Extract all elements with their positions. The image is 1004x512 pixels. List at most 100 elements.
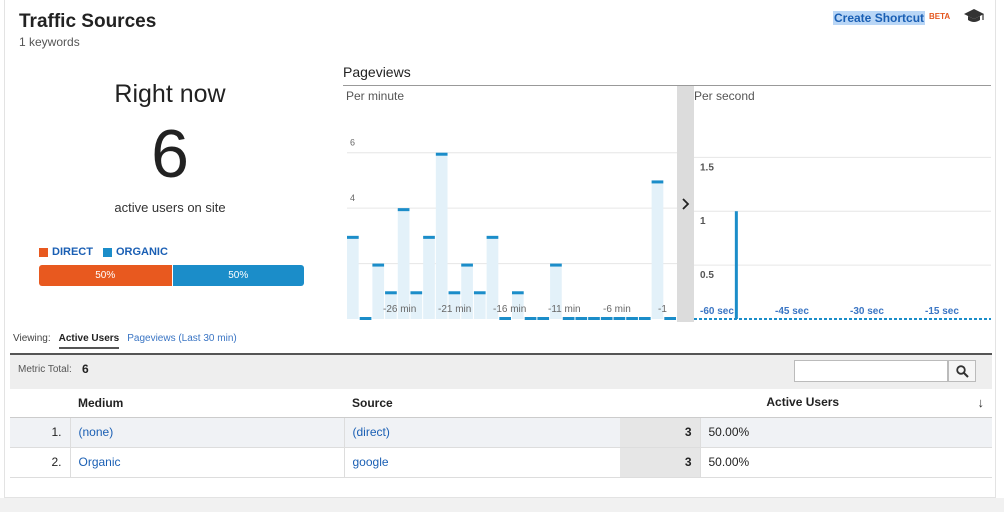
header-active-users-label: Active Users — [766, 395, 840, 410]
per-minute-bar — [486, 235, 499, 319]
per-minute-x-tick: -11 min — [548, 304, 581, 315]
row-source-link[interactable]: google — [344, 447, 620, 478]
pageviews-chart-svg: 246-26 min-21 min-16 min-11 min-6 min-10… — [343, 85, 991, 322]
legend-organic: ORGANIC — [102, 246, 168, 258]
split-segment: 50% — [171, 265, 304, 286]
graduation-cap-icon[interactable] — [963, 8, 985, 24]
table-row: 2. Organic google 3 50.00% — [10, 447, 992, 478]
row-source-link[interactable]: (direct) — [344, 417, 620, 448]
row-active-users: 3 — [620, 447, 701, 478]
legend-label-direct: DIRECT — [52, 246, 93, 258]
chart-divider — [677, 86, 694, 322]
pageviews-charts: 246-26 min-21 min-16 min-11 min-6 min-10… — [343, 85, 991, 322]
header-source[interactable]: Source — [344, 389, 620, 418]
per-second-y-tick: 0.5 — [700, 270, 714, 281]
per-minute-x-tick: -6 min — [603, 304, 631, 315]
per-minute-x-tick: -21 min — [438, 304, 471, 315]
active-users-label: active users on site — [114, 200, 226, 215]
per-second-x-tick: -30 sec — [850, 306, 884, 317]
row-medium-link[interactable]: Organic — [70, 447, 345, 478]
per-minute-zero-mark — [499, 317, 511, 320]
per-minute-bar-cap — [410, 291, 423, 295]
per-minute-bar-cap — [385, 291, 397, 295]
per-minute-bar — [423, 235, 435, 319]
per-minute-bar-cap — [473, 291, 486, 295]
per-minute-label: Per minute — [346, 89, 405, 103]
search-button[interactable] — [948, 360, 976, 382]
per-minute-bar — [397, 208, 410, 319]
per-minute-bar-cap — [512, 291, 524, 295]
per-minute-bar — [410, 291, 423, 319]
per-second-label: Per second — [694, 89, 755, 103]
per-minute-bar-cap — [397, 208, 410, 212]
per-minute-x-tick: -1 — [658, 304, 667, 315]
split-segment: 50% — [39, 265, 172, 286]
traffic-legend: DIRECT ORGANIC — [39, 246, 168, 258]
report-panel: Traffic Sources 1 keywords Create Shortc… — [4, 0, 996, 498]
per-second-x-tick: -15 sec — [925, 306, 959, 317]
row-active-users: 3 — [620, 417, 701, 448]
per-second-bar — [734, 211, 738, 319]
per-minute-zero-mark — [626, 317, 638, 320]
create-shortcut-link[interactable]: Create Shortcut — [833, 11, 926, 25]
row-index: 1. — [10, 417, 71, 448]
per-minute-bar — [435, 152, 448, 319]
per-minute-zero-mark — [588, 317, 600, 320]
per-minute-bar — [550, 263, 562, 319]
tab-pageviews[interactable]: Pageviews (Last 30 min) — [127, 333, 237, 344]
legend-label-organic: ORGANIC — [115, 246, 168, 258]
per-minute-bar-cap — [347, 235, 359, 239]
per-minute-zero-mark — [537, 317, 550, 320]
per-minute-bar-cap — [423, 235, 435, 239]
per-minute-bar-cap — [651, 180, 664, 184]
traffic-split-bar: 50% 50% — [39, 265, 304, 286]
per-minute-bar — [448, 291, 461, 319]
per-minute-zero-mark — [638, 317, 651, 320]
row-percent: 50.00% — [700, 417, 992, 448]
per-minute-bar — [473, 291, 486, 319]
table-header-row: Medium Source Active Users ↓ — [10, 389, 992, 418]
per-minute-x-tick: -16 min — [493, 304, 526, 315]
per-minute-bar — [385, 291, 397, 319]
per-minute-bar-cap — [550, 263, 562, 267]
header-index — [10, 389, 70, 418]
per-minute-zero-mark — [575, 317, 588, 320]
legend-direct: DIRECT — [39, 246, 93, 258]
legend-swatch-organic — [102, 247, 112, 257]
page-footer-strip — [0, 498, 1004, 512]
metric-total-label: Metric Total: — [18, 364, 72, 375]
per-minute-zero-mark — [664, 317, 676, 320]
page-title: Traffic Sources — [19, 11, 157, 32]
per-minute-bar-cap — [435, 152, 448, 156]
per-minute-zero-mark — [613, 317, 626, 320]
per-minute-bar-cap — [461, 263, 473, 267]
per-minute-zero-mark — [524, 317, 537, 320]
per-minute-x-tick: -26 min — [383, 304, 416, 315]
header-medium[interactable]: Medium — [70, 389, 344, 418]
per-minute-bar — [651, 180, 664, 319]
table-row: 1. (none) (direct) 3 50.00% — [10, 417, 992, 448]
chevron-right-icon[interactable] — [682, 198, 690, 210]
chart-background — [343, 85, 991, 322]
table-search-input[interactable] — [794, 360, 948, 382]
per-minute-bar — [512, 291, 524, 319]
legend-swatch-direct — [39, 247, 48, 257]
per-minute-bar — [347, 235, 359, 319]
header-active-users[interactable]: Active Users ↓ — [620, 389, 992, 418]
viewing-label: Viewing: — [13, 333, 51, 344]
per-minute-zero-mark — [600, 317, 613, 320]
per-second-x-tick: -45 sec — [775, 306, 809, 317]
per-minute-bar — [461, 263, 473, 319]
search-icon — [955, 364, 969, 378]
per-second-y-tick: 1 — [700, 216, 706, 227]
tab-active-users[interactable]: Active Users — [58, 333, 120, 349]
row-percent: 50.00% — [700, 447, 992, 478]
per-minute-y-tick: 6 — [350, 138, 355, 148]
row-medium-link[interactable]: (none) — [70, 417, 345, 448]
viewing-tabs: Viewing: Active Users Pageviews (Last 30… — [13, 333, 237, 349]
per-minute-y-tick: 4 — [350, 193, 355, 203]
beta-badge: BETA — [929, 12, 951, 21]
per-second-x-tick: -60 sec — [700, 306, 734, 317]
metric-total-bar: Metric Total: 6 — [10, 353, 992, 389]
sort-down-icon[interactable]: ↓ — [977, 395, 985, 411]
